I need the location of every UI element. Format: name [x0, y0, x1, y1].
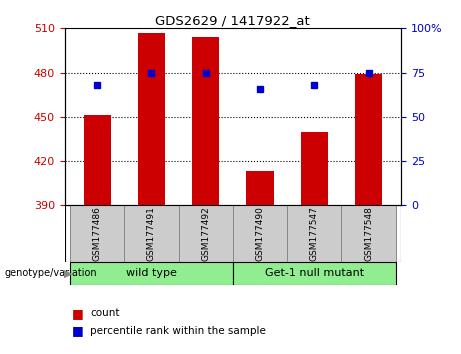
Bar — [233, 205, 287, 262]
Bar — [70, 205, 124, 262]
Text: wild type: wild type — [126, 268, 177, 279]
Bar — [192, 37, 219, 205]
Text: count: count — [90, 308, 119, 318]
Text: genotype/variation: genotype/variation — [5, 268, 97, 278]
Title: GDS2629 / 1417922_at: GDS2629 / 1417922_at — [155, 14, 310, 27]
Text: Get-1 null mutant: Get-1 null mutant — [265, 268, 364, 279]
Bar — [287, 205, 341, 262]
Text: GSM177491: GSM177491 — [147, 206, 156, 261]
Text: GSM177486: GSM177486 — [93, 206, 101, 261]
Bar — [355, 74, 382, 205]
Bar — [178, 205, 233, 262]
Bar — [138, 33, 165, 205]
Text: GSM177490: GSM177490 — [255, 206, 265, 261]
Bar — [83, 115, 111, 205]
Bar — [124, 205, 178, 262]
Text: GSM177547: GSM177547 — [310, 206, 319, 261]
Text: ■: ■ — [71, 307, 83, 320]
Bar — [301, 132, 328, 205]
Bar — [246, 171, 273, 205]
Bar — [233, 262, 396, 285]
Text: GSM177548: GSM177548 — [364, 206, 373, 261]
Text: GSM177492: GSM177492 — [201, 206, 210, 261]
Bar — [341, 205, 396, 262]
Text: ■: ■ — [71, 325, 83, 337]
Text: ▶: ▶ — [64, 268, 72, 278]
Bar — [70, 262, 233, 285]
Text: percentile rank within the sample: percentile rank within the sample — [90, 326, 266, 336]
